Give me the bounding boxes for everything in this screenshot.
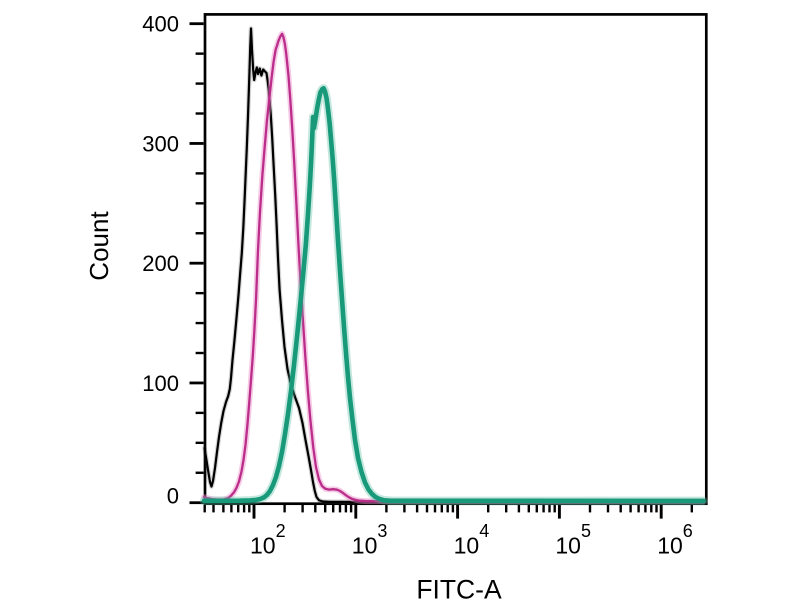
svg-text:200: 200 (142, 251, 179, 276)
svg-text:0: 0 (167, 484, 179, 509)
svg-text:Count: Count (84, 211, 114, 281)
svg-text:300: 300 (142, 131, 179, 156)
svg-text:400: 400 (142, 12, 179, 37)
svg-text:FITC-A: FITC-A (416, 575, 502, 600)
svg-text:100: 100 (142, 371, 179, 396)
